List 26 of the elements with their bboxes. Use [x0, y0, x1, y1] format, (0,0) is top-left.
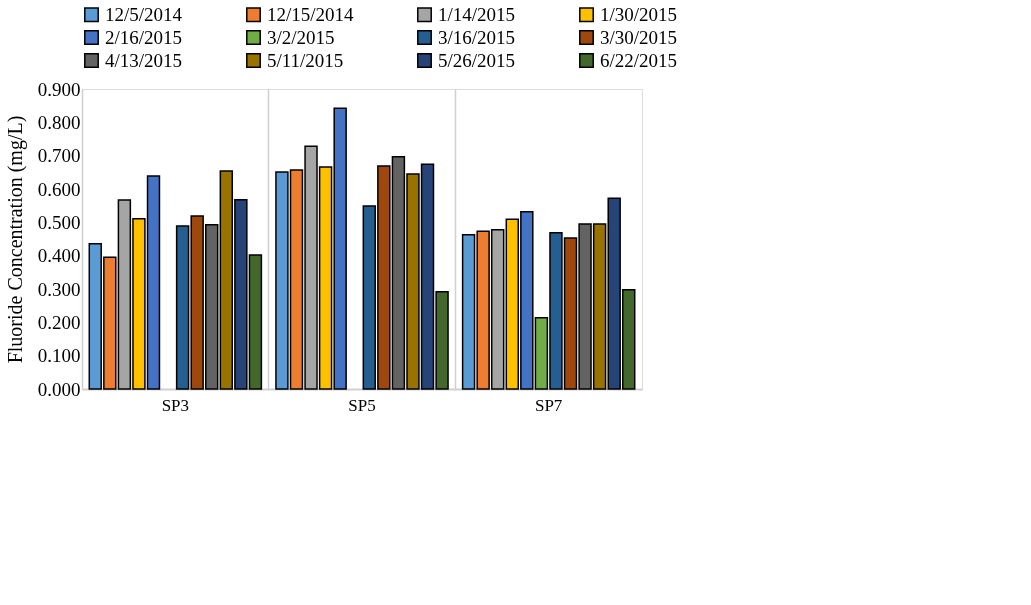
legend-label: 3/30/2015 — [600, 26, 678, 48]
y-tick-label: 0.500 — [37, 211, 81, 233]
x-tick-label: SP7 — [534, 395, 563, 415]
legend-label: 1/14/2015 — [438, 3, 516, 25]
y-tick-label: 0.200 — [37, 311, 81, 333]
y-tick-label: 0.700 — [37, 145, 81, 167]
y-tick-label: 0.600 — [37, 178, 81, 200]
legend-label: 1/30/2015 — [600, 3, 678, 25]
y-tick-label: 0.900 — [37, 78, 81, 100]
legend-label: 2/16/2015 — [105, 26, 183, 48]
legend-label: 3/16/2015 — [438, 26, 516, 48]
legend-label: 6/22/2015 — [600, 49, 678, 71]
y-tick-label: 0.300 — [37, 278, 81, 300]
y-tick-label: 0.800 — [37, 111, 81, 133]
legend-label: 3/2/2015 — [267, 26, 335, 48]
y-tick-label: 0.100 — [37, 345, 81, 367]
x-tick-label: SP3 — [161, 395, 190, 415]
x-tick-label: SP5 — [348, 395, 376, 415]
y-tick-label: 0.000 — [37, 378, 81, 400]
legend-label: 5/11/2015 — [267, 49, 344, 71]
y-axis-title: Fluoride Concentration (mg/L) — [3, 115, 27, 364]
legend-label: 12/5/2014 — [105, 3, 183, 25]
legend-label: 12/15/2014 — [267, 3, 355, 25]
legend-label: 4/13/2015 — [105, 49, 183, 71]
y-tick-label: 0.400 — [37, 245, 81, 267]
legend-label: 5/26/2015 — [438, 49, 516, 71]
